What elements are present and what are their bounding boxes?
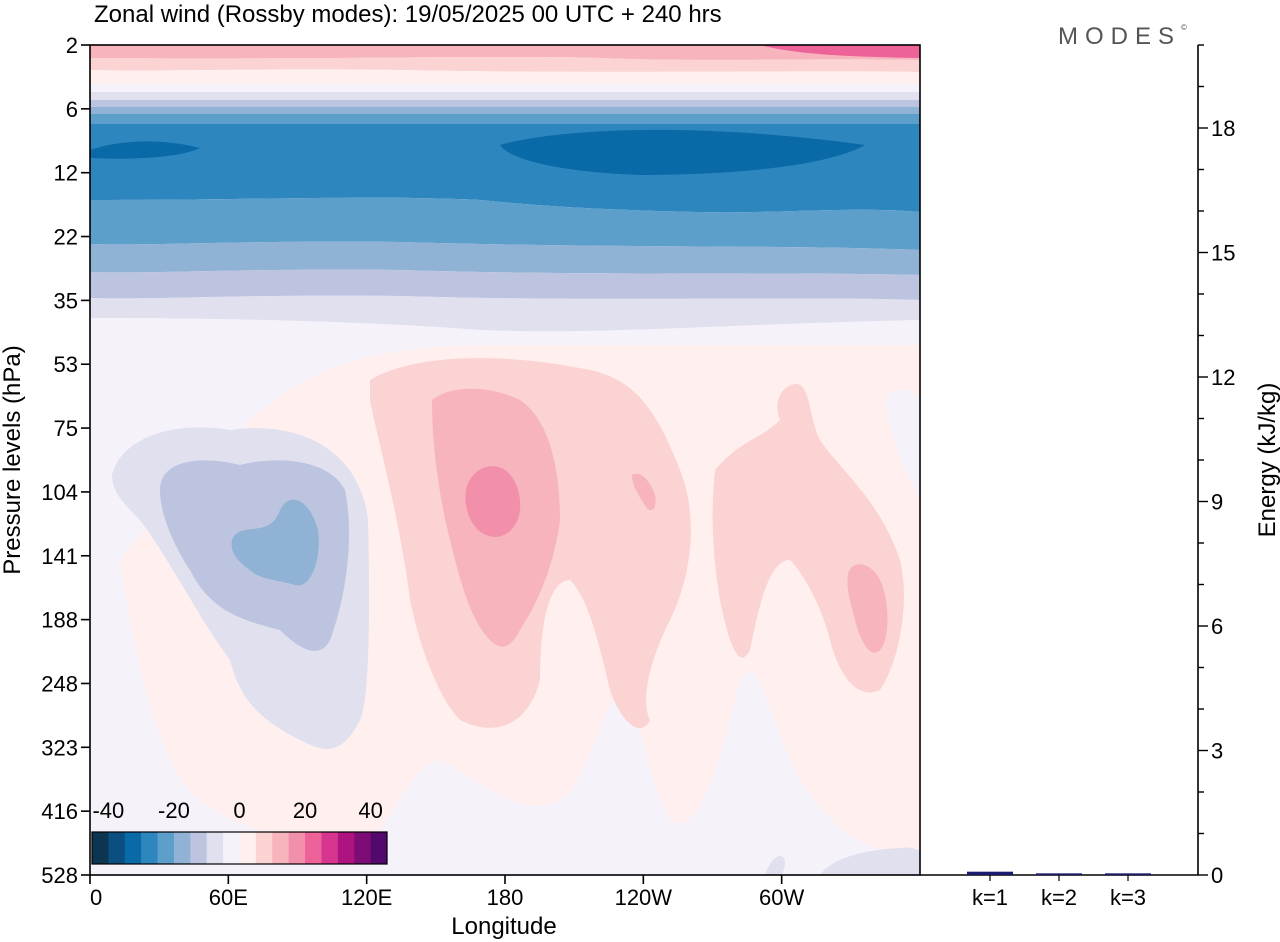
- energy-bar: [1105, 873, 1151, 875]
- energy-tick-label: 6: [1211, 614, 1223, 639]
- pressure-tick-label: 528: [41, 863, 78, 888]
- region-lavender-bottom: [820, 847, 920, 875]
- band-blue-2: [90, 114, 920, 124]
- colorbar-swatch: [141, 832, 159, 864]
- x-axis-label: Longitude: [451, 913, 556, 940]
- colorbar-swatch: [239, 832, 257, 864]
- colorbar-tick-label: 0: [233, 798, 245, 823]
- pressure-tick-label: 6: [66, 97, 78, 122]
- colorbar-tick-label: 40: [358, 798, 382, 823]
- region-easterly-core: [231, 499, 319, 586]
- energy-axis: 0 3 6 9 12 15 18: [1198, 44, 1235, 888]
- colorbar-swatch: [92, 832, 109, 864]
- pressure-tick-label: 75: [54, 416, 78, 441]
- pressure-tick-label: 323: [41, 735, 78, 760]
- pressure-tick-label: 188: [41, 608, 78, 633]
- energy-bars: [967, 871, 1151, 875]
- pressure-tick-label: 12: [54, 161, 78, 186]
- colorbar-swatch: [272, 832, 290, 864]
- band-lavender-3: [90, 269, 920, 300]
- band-top-pink-dark: [90, 45, 920, 60]
- colorbar-swatch: [206, 832, 224, 864]
- band-lavender-4: [90, 295, 920, 332]
- energy-tick-label: 0: [1211, 863, 1223, 888]
- colorbar-tick-label: 20: [293, 798, 317, 823]
- energy-tick-label: 15: [1211, 241, 1235, 266]
- modes-logo: MODES: [1058, 23, 1181, 50]
- colorbar-swatch: [124, 832, 142, 864]
- y-axis-label: Pressure levels (hPa): [0, 345, 26, 574]
- band-top-pink-mid: [90, 57, 920, 72]
- band-lavender-1: [90, 92, 920, 100]
- region-lavender-right: [885, 389, 920, 500]
- band-blue-3: [90, 197, 920, 250]
- pressure-tick-label: 104: [41, 480, 78, 505]
- colorbar-frame: [91, 831, 388, 865]
- energy-bar: [967, 871, 1013, 875]
- energy-tick-label: 12: [1211, 365, 1235, 390]
- colorbar-tick-label: -20: [158, 798, 190, 823]
- colorbar-swatch: [108, 832, 126, 864]
- colorbar-swatch: [288, 832, 306, 864]
- band-top-pink-light: [90, 69, 920, 84]
- energy-category-label: k=3: [1110, 885, 1146, 910]
- longitude-tick-label: 120E: [341, 885, 392, 910]
- energy-category-label: k=1: [972, 885, 1008, 910]
- band-blue-4: [90, 241, 920, 275]
- band-top-pink-max: [760, 45, 920, 58]
- colorbar-swatch: [190, 832, 208, 864]
- longitude-tick-label: 60W: [759, 885, 804, 910]
- pressure-tick-label: 248: [41, 671, 78, 696]
- energy-tick-label: 18: [1211, 116, 1235, 141]
- energy-axis-label: Energy (kJ/kg): [1254, 383, 1280, 538]
- colorbar-swatch: [255, 832, 273, 864]
- pressure-tick-label: 416: [41, 799, 78, 824]
- energy-category-label: k=2: [1041, 885, 1077, 910]
- pressure-tick-label: 22: [54, 225, 78, 250]
- colorbar-swatch: [305, 832, 322, 864]
- colorbar-tick-label: -40: [92, 798, 124, 823]
- region-westerly-b-core: [847, 564, 888, 653]
- colorbar-swatch: [337, 832, 355, 864]
- region-lavender-bottom-2: [765, 855, 785, 875]
- region-westerly-small: [632, 473, 656, 511]
- jet-core-west: [90, 141, 200, 159]
- energy-tick-label: 9: [1211, 490, 1223, 515]
- energy-categories: k=1 k=2 k=3: [972, 875, 1146, 910]
- pressure-axis: 2 6 12 22 35 53 75 104 141 188 248 323 416 528: [41, 33, 90, 888]
- colorbar-swatch: [370, 832, 388, 864]
- colorbar-swatch: [354, 832, 372, 864]
- colorbar-swatch: [157, 832, 175, 864]
- longitude-tick-label: 60E: [209, 885, 248, 910]
- energy-tick-label: 3: [1211, 739, 1223, 764]
- colorbar-swatch: [173, 832, 191, 864]
- colorbar-swatch: [223, 832, 240, 864]
- colorbar: [91, 831, 388, 865]
- longitude-tick-label: 180: [487, 885, 524, 910]
- colorbar-tick-labels: -40 -20 0 20 40: [92, 798, 382, 823]
- band-white: [90, 84, 920, 92]
- pressure-tick-label: 35: [54, 288, 78, 313]
- band-blue-1: [90, 107, 920, 114]
- chart-title: Zonal wind (Rossby modes): 19/05/2025 00…: [94, 1, 722, 28]
- band-lavender-2: [90, 100, 920, 107]
- longitude-axis: 0 60E 120E 180 120W 60W: [89, 875, 805, 910]
- region-westerly-a-core: [465, 466, 521, 537]
- longitude-tick-label: 0: [90, 885, 102, 910]
- pressure-tick-label: 53: [54, 352, 78, 377]
- colorbar-swatch: [321, 832, 339, 864]
- pressure-tick-label: 141: [41, 544, 78, 569]
- zonal-wind-heatmap: [90, 45, 920, 875]
- copyright-mark: ©: [1181, 23, 1187, 32]
- longitude-tick-label: 120W: [615, 885, 673, 910]
- pressure-tick-label: 2: [66, 33, 78, 58]
- jet-core-east: [500, 129, 865, 175]
- band-white-2: [90, 318, 920, 355]
- energy-bar: [1036, 873, 1082, 875]
